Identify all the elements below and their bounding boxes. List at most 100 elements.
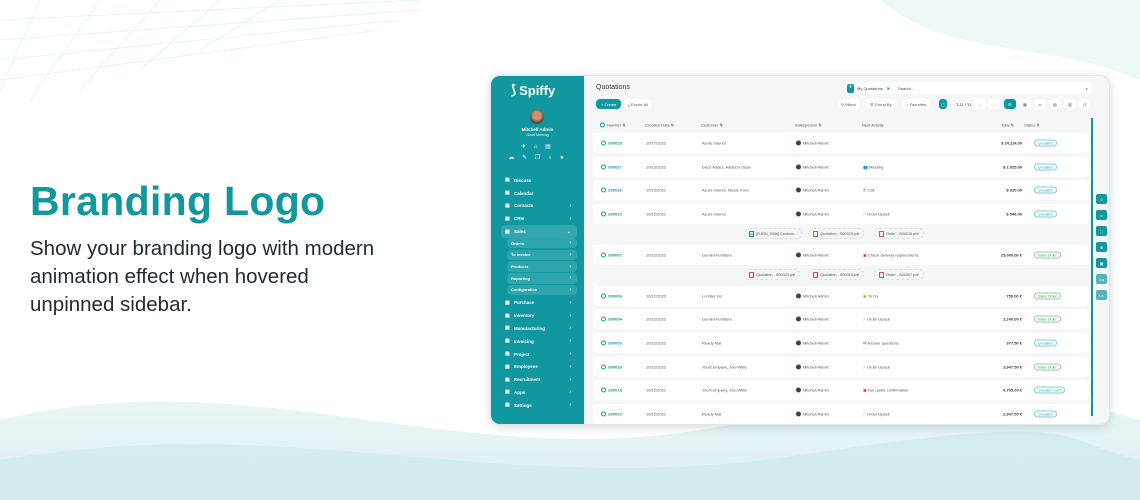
next-page-button[interactable]: → <box>988 99 1000 109</box>
table-row[interactable]: S00026 10/13/2022 Azure Interior, Nicole… <box>593 180 1089 200</box>
column-header[interactable]: Customer ⇅ <box>701 122 723 128</box>
next-activity[interactable]: ⟋ Order Upsell <box>863 364 890 370</box>
column-header[interactable]: Total ⇅ <box>1001 122 1014 128</box>
select-all-checkbox[interactable] <box>600 122 605 128</box>
filters-button[interactable]: ⚲ Filters <box>837 99 860 109</box>
table-row[interactable]: S00006 10/12/2022 Lumber Inc Mitchell Ad… <box>593 286 1089 306</box>
sidebar-item-recruitment[interactable]: ▣ Recruitment › <box>501 373 577 386</box>
attachment[interactable]: ⬚ Quotation - S00023.pdf <box>808 228 865 239</box>
remove-facet-icon[interactable]: ✖ <box>886 85 891 91</box>
favorites-button[interactable]: ☆ Favorites <box>901 99 931 109</box>
attachment[interactable]: ▧ [FURN_0096] Customi... <box>744 228 803 239</box>
avatar[interactable] <box>530 110 544 124</box>
search-icon[interactable]: ⌕ <box>1085 85 1088 91</box>
row-checkbox[interactable] <box>601 387 606 393</box>
column-header[interactable]: Creation Date ⇅ <box>645 122 675 128</box>
calendar-view-button[interactable]: ▭ <box>1034 99 1046 109</box>
attachment[interactable]: ⬚ Order - S00015.pdf <box>874 228 924 239</box>
row-checkbox[interactable] <box>601 293 606 299</box>
row-checkbox[interactable] <box>601 252 606 258</box>
column-header[interactable]: Status ⇅ <box>1024 122 1040 128</box>
sidebar-item-manufacturing[interactable]: ▣ Manufacturing › <box>501 322 577 335</box>
next-activity[interactable]: ▣ To Do <box>863 293 879 299</box>
attachment[interactable]: ⬚ Order - S00007.pdf <box>874 269 924 280</box>
sidebar-subitem-configuration[interactable]: Configuration › <box>507 284 577 296</box>
table-row[interactable]: S00018 10/12/2022 YourCompany, Joel Will… <box>593 380 1089 400</box>
table-row[interactable]: S00028 10/17/2022 Azure Interior Mitchel… <box>593 133 1089 153</box>
row-checkbox[interactable] <box>601 211 606 217</box>
search-bar[interactable]: ▾ My Quotations ✖ Search... ⌕ <box>846 82 1092 94</box>
row-checkbox[interactable] <box>601 164 606 170</box>
sidebar-item-project[interactable]: ▣ Project › <box>501 348 577 361</box>
next-activity[interactable]: 👥 Meeting <box>863 164 884 170</box>
order-number[interactable]: S00004 <box>608 316 622 322</box>
order-number[interactable]: S00002 <box>608 411 622 417</box>
order-number[interactable]: S00007 <box>608 252 622 258</box>
row-checkbox[interactable] <box>601 340 606 346</box>
order-number[interactable]: S00019 <box>608 364 622 370</box>
sidebar-item-invoicing[interactable]: ▣ Invoicing › <box>501 335 577 348</box>
next-activity[interactable]: ⟋ Order Upsell <box>863 411 890 417</box>
order-number[interactable]: S00023 <box>608 211 622 217</box>
next-activity[interactable]: ✆ Call <box>863 187 875 193</box>
systray-icons[interactable]: ☁ ✎ ❐ ♁ ● <box>508 155 567 161</box>
facet-my-quotations[interactable]: My Quotations <box>857 85 883 91</box>
table-row[interactable]: S00002 10/12/2022 Ready Mat Mitchell Adm… <box>593 404 1089 424</box>
sa-button[interactable]: Sa <box>1096 274 1107 284</box>
activity-view-button[interactable]: ◷ <box>1079 99 1091 109</box>
next-activity[interactable]: ◌ <box>863 141 865 146</box>
sidebar-item-purchase[interactable]: ▣ Purchase › <box>501 296 577 309</box>
row-checkbox[interactable] <box>601 187 606 193</box>
attachment[interactable]: ⬚ Quotation - S00010.pdf <box>808 269 865 280</box>
order-number[interactable]: S00026 <box>608 187 622 193</box>
sidebar-item-inventory[interactable]: ▣ Inventory › <box>501 309 577 322</box>
pivot-view-button[interactable]: ▤ <box>1049 99 1061 109</box>
order-number[interactable]: S00027 <box>608 164 622 170</box>
table-row[interactable]: S00007 10/12/2022 Gemini Furniture Mitch… <box>593 245 1089 265</box>
next-activity[interactable]: ⟋ Order Upsell <box>863 316 890 322</box>
next-activity[interactable]: ✉ Answer questions <box>863 340 899 346</box>
attachment[interactable]: ⬚ Quotation - S00023.pdf <box>744 269 801 280</box>
sidebar-subitem-orders[interactable]: Orders › <box>507 237 577 249</box>
column-header[interactable]: Next Activity <box>862 122 884 128</box>
row-checkbox[interactable] <box>601 316 606 322</box>
list-view-button[interactable]: ☰ <box>1004 99 1016 109</box>
table-row[interactable]: S00023 10/12/2022 Azure Interior Mitchel… <box>593 204 1089 224</box>
sidebar-item-settings[interactable]: ▣ Settings › <box>501 399 577 412</box>
sidebar-subitem-to-invoice[interactable]: To Invoice › <box>507 249 577 261</box>
column-header[interactable]: Number ⇅ <box>607 122 626 128</box>
graph-view-button[interactable]: ▥ <box>1064 99 1076 109</box>
search-input[interactable]: Search... <box>898 85 915 91</box>
export-all-button[interactable]: ⤓ Export All <box>624 99 652 109</box>
next-activity[interactable]: ⟋ Order Upsell <box>863 211 890 217</box>
zoom-icon[interactable]: ⊕ <box>1096 242 1107 252</box>
search-icon[interactable]: ⌕ <box>1096 210 1107 220</box>
sidebar-item-calendar[interactable]: ▣ Calendar <box>501 187 577 200</box>
le-button[interactable]: Le <box>1096 290 1107 300</box>
sidebar-item-contacts[interactable]: ▣ Contacts › <box>501 200 577 213</box>
group-by-button[interactable]: ☰ Group By <box>866 99 896 109</box>
order-number[interactable]: S00018 <box>608 387 622 393</box>
table-row[interactable]: S00004 10/12/2022 Gemini Furniture Mitch… <box>593 309 1089 329</box>
sidebar-subitem-reporting[interactable]: Reporting › <box>507 273 577 284</box>
grid-icon[interactable]: ▦ <box>1096 258 1107 268</box>
sidebar-item-sales[interactable]: ▣ Sales ⌄ <box>501 225 577 238</box>
prev-page-button[interactable]: ← <box>974 99 986 109</box>
order-number[interactable]: S00006 <box>608 293 622 299</box>
quick-icons[interactable]: ✈ ⌂ ▤ <box>521 144 554 150</box>
table-row[interactable]: S00019 10/12/2022 YourCompany, Joel Will… <box>593 357 1089 377</box>
create-button[interactable]: + Create <box>596 99 622 109</box>
table-row[interactable]: S00027 10/13/2022 Deco Addict, Addison O… <box>593 157 1089 177</box>
refresh-button[interactable]: ◯ <box>939 99 948 109</box>
sidebar-item-crm[interactable]: ▣ CRM › <box>501 212 577 225</box>
row-checkbox[interactable] <box>601 411 606 417</box>
sidebar-item-discuss[interactable]: ▣ Discuss <box>501 174 577 187</box>
order-number[interactable]: S00003 <box>608 340 622 346</box>
kanban-view-button[interactable]: ▦ <box>1019 99 1031 109</box>
column-header[interactable]: Salesperson ⇅ <box>795 122 822 128</box>
row-checkbox[interactable] <box>601 364 606 370</box>
row-checkbox[interactable] <box>601 140 606 146</box>
table-row[interactable]: S00003 10/12/2022 Ready Mat Mitchell Adm… <box>593 333 1089 353</box>
next-activity[interactable]: ▣ Get quote confirmation <box>863 387 909 393</box>
scrollbar[interactable] <box>1091 118 1093 416</box>
